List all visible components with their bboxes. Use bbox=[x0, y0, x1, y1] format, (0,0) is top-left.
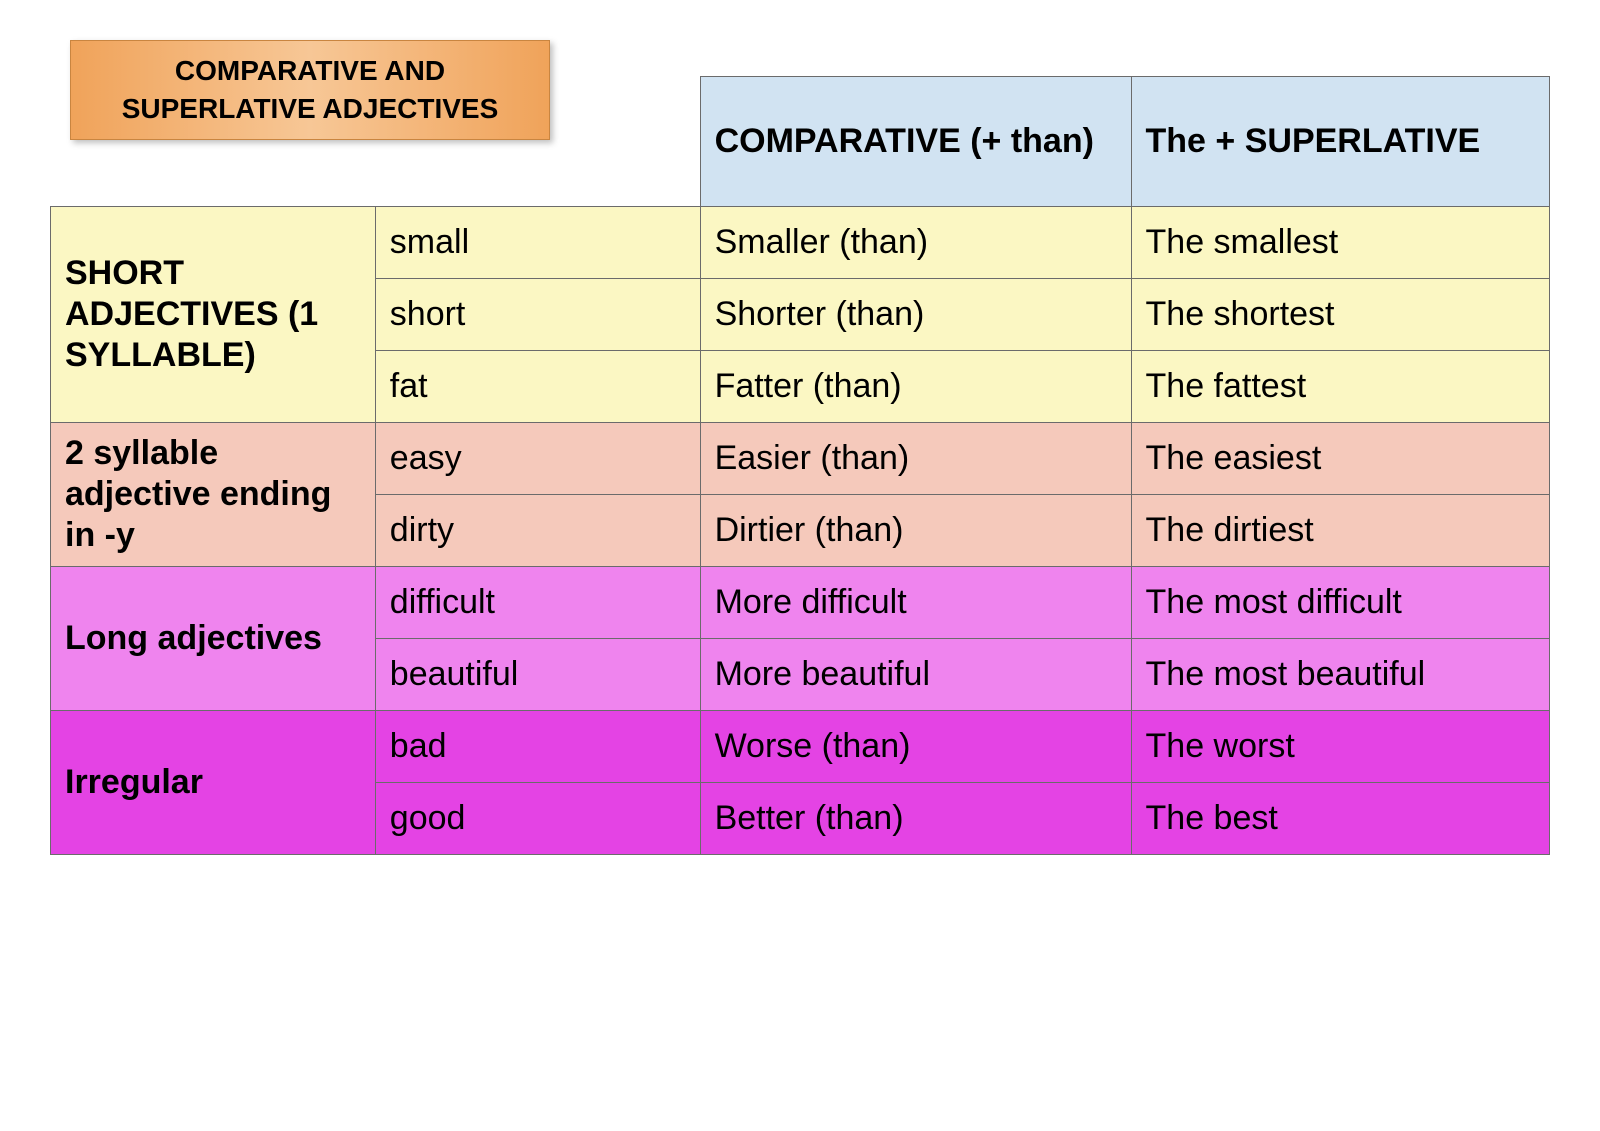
cell-superlative: The most difficult bbox=[1131, 567, 1549, 639]
cell-superlative: The smallest bbox=[1131, 207, 1549, 279]
cell-comparative: Better (than) bbox=[700, 783, 1131, 855]
table-header-row: COMPARATIVE (+ than) The + SUPERLATIVE bbox=[51, 77, 1550, 207]
cell-base: fat bbox=[375, 351, 700, 423]
cell-comparative: Dirtier (than) bbox=[700, 495, 1131, 567]
cell-comparative: Fatter (than) bbox=[700, 351, 1131, 423]
header-superlative: The + SUPERLATIVE bbox=[1131, 77, 1549, 207]
cell-comparative: More difficult bbox=[700, 567, 1131, 639]
category-irregular: Irregular bbox=[51, 711, 376, 855]
cell-comparative: Easier (than) bbox=[700, 423, 1131, 495]
cell-comparative: Worse (than) bbox=[700, 711, 1131, 783]
cell-base: beautiful bbox=[375, 639, 700, 711]
cell-superlative: The shortest bbox=[1131, 279, 1549, 351]
adjectives-table: COMPARATIVE (+ than) The + SUPERLATIVE S… bbox=[50, 76, 1550, 855]
cell-base: short bbox=[375, 279, 700, 351]
table-row: 2 syllable adjective ending in -y easy E… bbox=[51, 423, 1550, 495]
table-row: Long adjectives difficult More difficult… bbox=[51, 567, 1550, 639]
header-comparative: COMPARATIVE (+ than) bbox=[700, 77, 1131, 207]
cell-superlative: The fattest bbox=[1131, 351, 1549, 423]
cell-comparative: Shorter (than) bbox=[700, 279, 1131, 351]
cell-comparative: Smaller (than) bbox=[700, 207, 1131, 279]
category-short: SHORT ADJECTIVES (1 SYLLABLE) bbox=[51, 207, 376, 423]
cell-superlative: The most beautiful bbox=[1131, 639, 1549, 711]
category-y-ending: 2 syllable adjective ending in -y bbox=[51, 423, 376, 567]
cell-base: dirty bbox=[375, 495, 700, 567]
adjectives-table-wrap: COMPARATIVE (+ than) The + SUPERLATIVE S… bbox=[50, 76, 1550, 855]
cell-base: easy bbox=[375, 423, 700, 495]
table-row: Irregular bad Worse (than) The worst bbox=[51, 711, 1550, 783]
cell-base: bad bbox=[375, 711, 700, 783]
cell-superlative: The easiest bbox=[1131, 423, 1549, 495]
cell-base: difficult bbox=[375, 567, 700, 639]
cell-superlative: The best bbox=[1131, 783, 1549, 855]
cell-superlative: The dirtiest bbox=[1131, 495, 1549, 567]
cell-superlative: The worst bbox=[1131, 711, 1549, 783]
header-spacer bbox=[51, 77, 701, 207]
category-long: Long adjectives bbox=[51, 567, 376, 711]
cell-base: good bbox=[375, 783, 700, 855]
cell-comparative: More beautiful bbox=[700, 639, 1131, 711]
table-row: SHORT ADJECTIVES (1 SYLLABLE) small Smal… bbox=[51, 207, 1550, 279]
cell-base: small bbox=[375, 207, 700, 279]
